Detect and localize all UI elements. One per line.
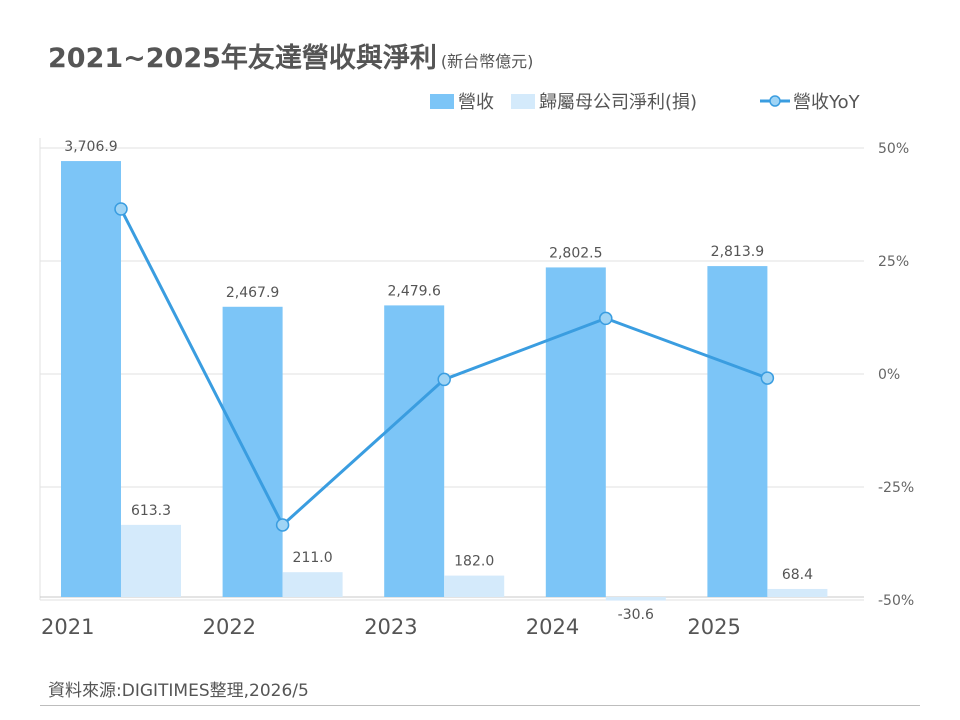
yoy-point (275, 518, 290, 532)
legend-label-revenue: 營收 (458, 92, 494, 113)
yoy-point (437, 372, 451, 387)
legend-label-yoy: 營收YoY (793, 92, 861, 113)
chart-title: 2021~2025年友達營收與淨利 (新台幣億元) (48, 36, 533, 75)
legend-label-net-profit: 歸屬母公司淨利(損) (539, 92, 697, 113)
bottom-divider (40, 705, 920, 706)
line-series (114, 202, 775, 532)
data-labels: 3,706.9 613.3 2,467.9 211.0 2,479.6 182.0 2,80… (64, 139, 813, 623)
net-profit-data-label: 211.0 (293, 550, 333, 566)
net-profit-data-label: 68.4 (782, 567, 813, 583)
net-profit-data-label: -30.6 (618, 607, 654, 623)
legend-marker-yoy (769, 95, 781, 107)
x-tick-label: 2025 (687, 615, 740, 639)
chart-title-unit: (新台幣億元) (440, 52, 534, 71)
yoy-point (114, 202, 128, 216)
y-tick-label: 50% (878, 141, 909, 157)
revenue-data-label: 2,479.6 (387, 283, 441, 299)
y-tick-label: 25% (878, 254, 909, 270)
chart-title-text: 2021~2025年友達營收與淨利 (48, 43, 437, 74)
net-profit-data-label: 613.3 (131, 503, 171, 519)
right-y-axis: 50% 25% 0% -25% -50% (878, 141, 914, 609)
x-tick-label: 2024 (526, 615, 579, 639)
revenue-data-label: 2,813.9 (711, 244, 764, 260)
x-axis: 2021 2022 2023 2024 2025 (41, 615, 741, 639)
yoy-point (760, 371, 775, 385)
revenue-data-label: 2,802.5 (549, 245, 602, 261)
x-tick-label: 2021 (41, 615, 94, 639)
revenue-data-label: 3,706.9 (64, 139, 117, 155)
net-profit-bar (767, 588, 828, 597)
y-tick-label: -50% (878, 593, 914, 609)
net-profit-bar (282, 572, 343, 597)
yoy-point (599, 311, 613, 326)
revenue-bar (384, 305, 445, 597)
y-tick-label: -25% (878, 480, 914, 496)
legend: 營收 歸屬母公司淨利(損) 營收YoY (430, 92, 861, 113)
net-profit-bar (444, 575, 505, 597)
revenue-bar (222, 306, 283, 597)
revenue-bar (707, 266, 768, 597)
net-profit-bar (121, 524, 181, 597)
source-note: 資料來源:DIGITIMES整理,2026/5 (48, 681, 309, 701)
revenue-bar (545, 267, 606, 597)
revenue-bar (61, 161, 121, 598)
revenue-data-label: 2,467.9 (226, 285, 279, 301)
x-tick-label: 2022 (203, 615, 256, 639)
legend-swatch-revenue (430, 94, 454, 109)
net-profit-data-label: 182.0 (454, 554, 494, 570)
net-profit-bar (605, 597, 666, 601)
legend-swatch-net-profit (511, 94, 535, 109)
y-tick-label: 0% (878, 367, 900, 383)
x-tick-label: 2023 (364, 615, 417, 639)
